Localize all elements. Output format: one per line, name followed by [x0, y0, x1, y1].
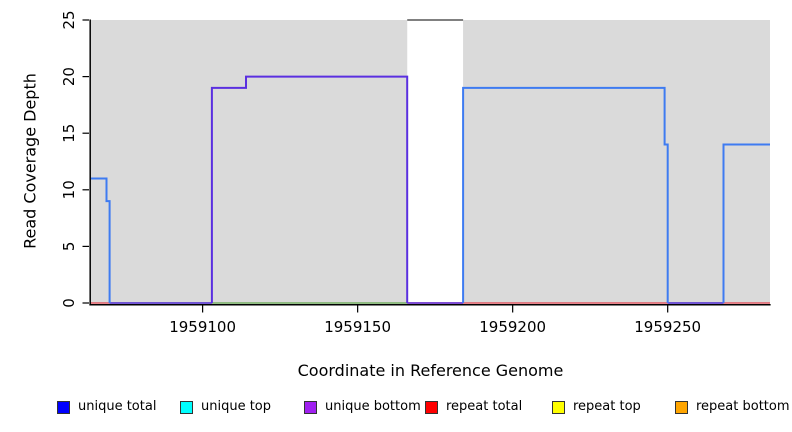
- series-unique-total-mid-block: [462, 86, 669, 303]
- y-tick-label: 25: [60, 10, 78, 29]
- x-tick-label: 1959150: [324, 318, 391, 336]
- legend-label: repeat bottom: [696, 399, 790, 414]
- y-tick-label: 15: [60, 124, 78, 143]
- legend-label: repeat top: [573, 399, 641, 414]
- x-axis-title: Coordinate in Reference Genome: [297, 361, 564, 380]
- legend-swatch-icon: [180, 400, 193, 414]
- legend-swatch-icon: [304, 400, 317, 414]
- legend-swatch-icon: [425, 400, 438, 414]
- y-tick-label: 5: [60, 242, 78, 252]
- legend-label: repeat total: [446, 399, 523, 414]
- legend-item-repeat-bottom: repeat bottom: [675, 398, 790, 416]
- series-unique-bottom-block: [210, 75, 409, 303]
- y-tick-label: 10: [60, 180, 78, 199]
- legend-item-unique-bottom: unique bottom: [304, 398, 421, 416]
- legend-swatch-icon: [675, 400, 688, 414]
- series-unique-total-right-block: [722, 143, 770, 303]
- y-axis-title: Read Coverage Depth: [20, 73, 40, 249]
- legend-swatch-icon: [57, 400, 70, 414]
- legend-label: unique top: [201, 399, 272, 414]
- x-tick-label: 1959250: [634, 318, 701, 336]
- legend-label: unique bottom: [325, 399, 421, 414]
- legend-item-unique-total: unique total: [57, 398, 156, 416]
- legend-label: unique total: [78, 399, 157, 414]
- legend-item-repeat-top: repeat top: [552, 398, 641, 416]
- legend-item-repeat-total: repeat total: [425, 398, 522, 416]
- coverage-gap-band: [407, 20, 464, 303]
- legend-swatch-icon: [552, 400, 565, 414]
- y-tick-label: 20: [60, 67, 78, 86]
- x-tick-label: 1959100: [169, 318, 236, 336]
- chart-legend: unique total unique top unique bottom repea…: [0, 398, 792, 420]
- legend-item-unique-top: unique top: [180, 398, 271, 416]
- x-tick-label: 1959200: [479, 318, 546, 336]
- series-unique-total-left-spike: [91, 177, 111, 303]
- y-tick-label: 0: [60, 298, 78, 308]
